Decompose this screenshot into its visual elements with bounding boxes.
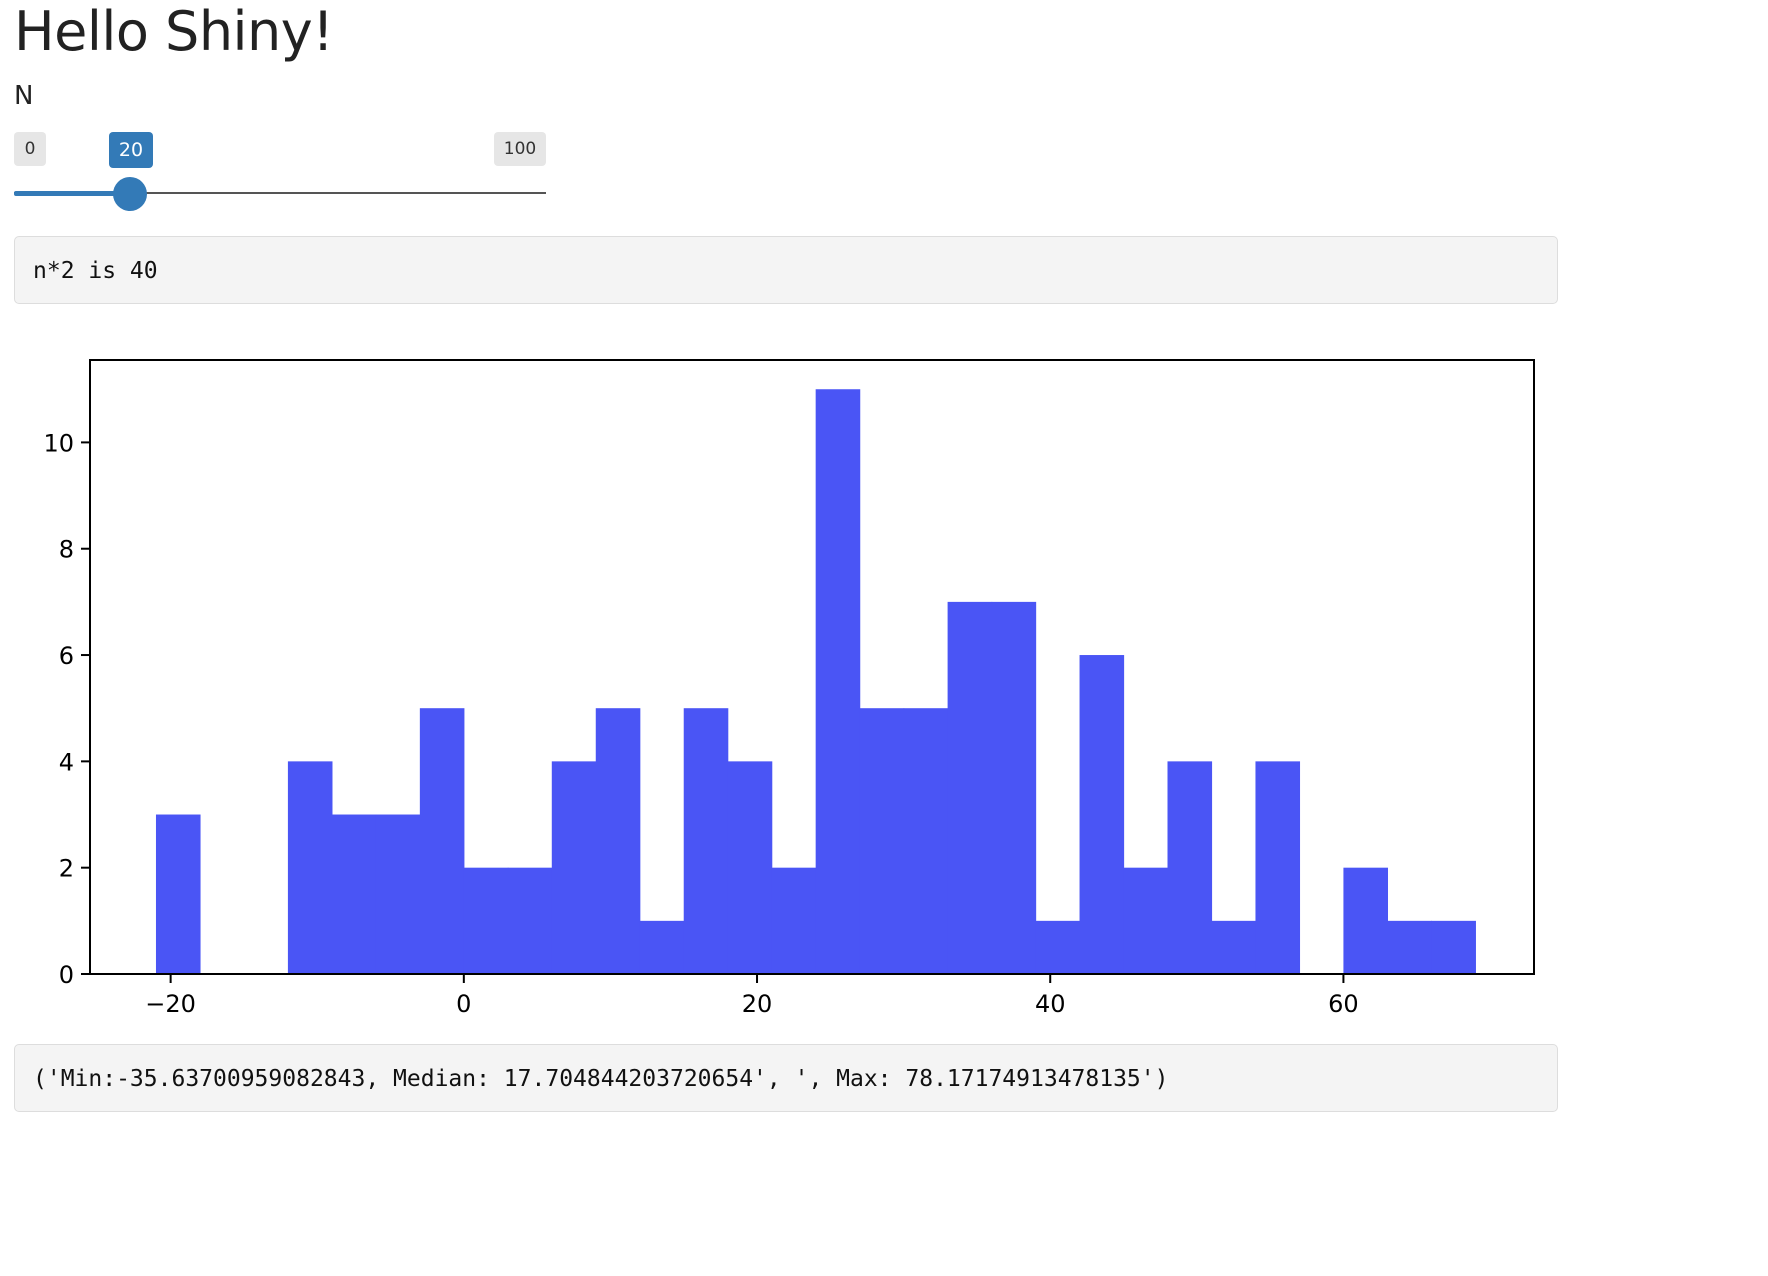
page-title: Hello Shiny! (14, 0, 334, 63)
slider-track-fill (14, 191, 130, 196)
histogram-bar (155, 814, 201, 974)
histogram-bar (639, 920, 685, 974)
histogram-bar (287, 761, 333, 974)
histogram-bar (1167, 761, 1213, 974)
histogram-bar (1255, 761, 1301, 974)
slider-value-label: 20 (109, 132, 153, 168)
y-tick-label: 4 (59, 748, 74, 776)
histogram-bar (1211, 920, 1257, 974)
slider-max-label: 100 (494, 132, 546, 166)
histogram-bar (1079, 655, 1125, 974)
histogram-bar (463, 867, 509, 974)
histogram-bar (903, 708, 949, 974)
slider-min-label: 0 (14, 132, 46, 166)
x-tick-label: 40 (1035, 990, 1066, 1018)
histogram-bar (507, 867, 553, 974)
n-slider[interactable]: 0 20 100 (14, 128, 546, 218)
histogram-bar (991, 601, 1037, 974)
y-tick-label: 8 (59, 536, 74, 564)
stats-output: ('Min:-35.63700959082843, Median: 17.704… (14, 1044, 1558, 1112)
histogram-bar (1431, 920, 1476, 974)
x-tick-label: −20 (145, 990, 196, 1018)
histogram-bar (419, 708, 465, 974)
x-tick-label: 60 (1328, 990, 1359, 1018)
histogram-bar (1123, 867, 1169, 974)
y-tick-label: 10 (43, 429, 74, 457)
x-axis: −20 0 20 40 60 (145, 974, 1359, 1018)
y-tick-label: 0 (59, 961, 74, 989)
histogram-bar (815, 389, 861, 974)
histogram-bar (595, 708, 641, 974)
histogram-bar (859, 708, 905, 974)
histogram-chart: −20 0 20 40 60 0 2 4 6 8 10 (43, 359, 1535, 1018)
histogram-bar (1387, 920, 1432, 974)
histogram-bar (947, 601, 993, 974)
histogram-bar (375, 814, 421, 974)
y-tick-label: 2 (59, 855, 74, 883)
histogram-bar (683, 708, 729, 974)
histogram-bar (727, 761, 773, 974)
x-tick-label: 20 (742, 990, 773, 1018)
x-tick-label: 0 (456, 990, 471, 1018)
histogram-bar (551, 761, 597, 974)
plot-frame (89, 359, 1535, 975)
histogram-bar (331, 814, 377, 974)
slider-label: N (14, 81, 34, 111)
histogram-bar (1035, 920, 1081, 974)
slider-track[interactable] (14, 192, 546, 194)
y-tick-label: 6 (59, 642, 74, 670)
histogram-bar (1343, 867, 1389, 974)
text-output: n*2 is 40 (14, 236, 1558, 304)
slider-handle[interactable] (113, 177, 147, 211)
histogram-bars (155, 389, 1476, 974)
histogram-bar (771, 867, 817, 974)
y-axis: 0 2 4 6 8 10 (43, 429, 90, 989)
